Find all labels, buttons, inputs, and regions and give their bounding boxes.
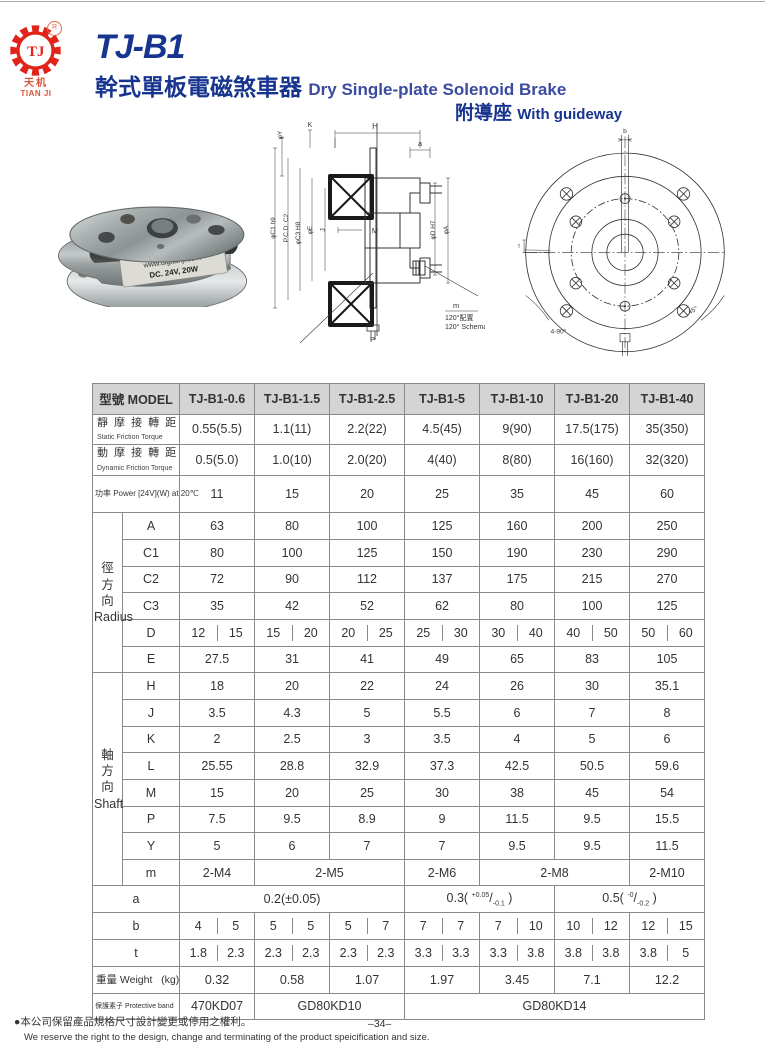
svg-text:P.C.D. C2: P.C.D. C2 (283, 213, 290, 242)
svg-text:t: t (518, 243, 520, 249)
svg-text:P: P (370, 335, 375, 343)
svg-text:m: m (453, 301, 459, 310)
svg-text:a: a (418, 141, 422, 148)
svg-text:120°配置: 120°配置 (445, 314, 473, 322)
svg-text:H: H (372, 122, 378, 131)
svg-text:φY: φY (277, 130, 284, 139)
svg-text:φA: φA (443, 225, 450, 234)
svg-text:M: M (372, 226, 378, 235)
svg-text:φD H7: φD H7 (430, 220, 437, 239)
svg-text:φC1 h9: φC1 h9 (270, 217, 277, 239)
svg-text:J: J (320, 228, 327, 232)
svg-text:φE: φE (307, 225, 314, 234)
svg-text:4-90°: 4-90° (551, 328, 567, 336)
svg-text:TJ: TJ (27, 44, 45, 60)
svg-text:K: K (308, 122, 313, 129)
svg-text:b: b (623, 128, 627, 135)
svg-text:φC3 H8: φC3 H8 (295, 221, 302, 244)
svg-text:45°: 45° (687, 304, 700, 316)
svg-text:120° Schematic: 120° Schematic (445, 323, 485, 331)
